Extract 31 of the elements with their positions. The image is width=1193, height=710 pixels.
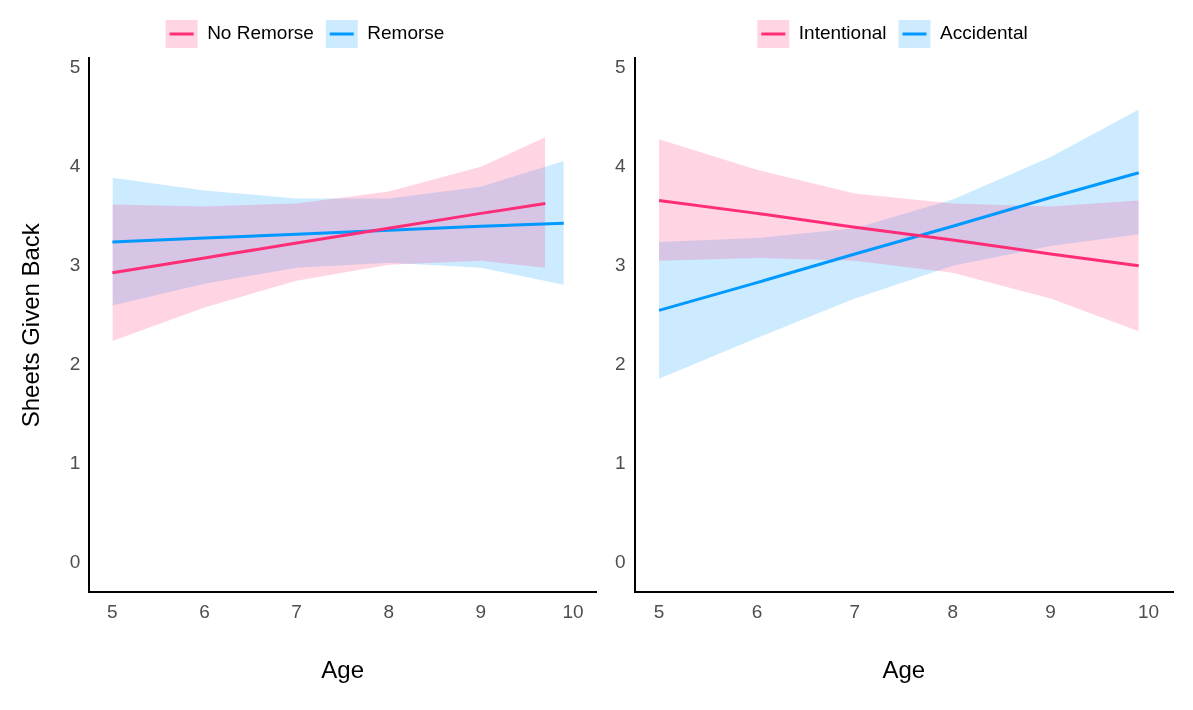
x-tick-label: 9 <box>1045 601 1056 623</box>
y-tick-label: 3 <box>614 254 626 276</box>
y-tick-label: 2 <box>614 353 626 375</box>
x-tick-label: 6 <box>751 601 763 623</box>
x-tick-label: 10 <box>562 601 584 623</box>
x-tick-label: 7 <box>291 601 302 623</box>
y-tick-label: 4 <box>69 155 81 177</box>
x-tick-label: 10 <box>1137 601 1160 623</box>
y-tick-label: 3 <box>69 254 81 276</box>
legend-label: Intentional <box>798 22 887 44</box>
y-tick-label: 0 <box>614 550 626 572</box>
x-tick-label: 8 <box>383 601 395 623</box>
legend-label: No Remorse <box>207 22 314 44</box>
x-tick-label: 5 <box>107 601 118 623</box>
y-tick-label: 5 <box>614 56 626 78</box>
y-tick-label: 1 <box>614 451 626 473</box>
x-tick-label: 6 <box>199 601 210 623</box>
y-tick-label: 2 <box>69 353 81 375</box>
y-tick-label: 5 <box>69 56 81 78</box>
y-axis-title: Sheets Given Back <box>17 222 45 428</box>
x-tick-label: 9 <box>475 601 487 623</box>
y-tick-label: 0 <box>69 550 81 572</box>
x-tick-label: 5 <box>653 601 665 623</box>
legend-label: Remorse <box>367 22 445 44</box>
y-tick-label: 4 <box>614 155 626 177</box>
legend-label: Accidental <box>940 22 1028 44</box>
x-tick-label: 7 <box>849 601 861 623</box>
y-tick-label: 1 <box>69 451 81 473</box>
x-axis-title: Age <box>321 656 365 684</box>
x-axis-title: Age <box>882 656 926 684</box>
x-tick-label: 8 <box>947 601 959 623</box>
